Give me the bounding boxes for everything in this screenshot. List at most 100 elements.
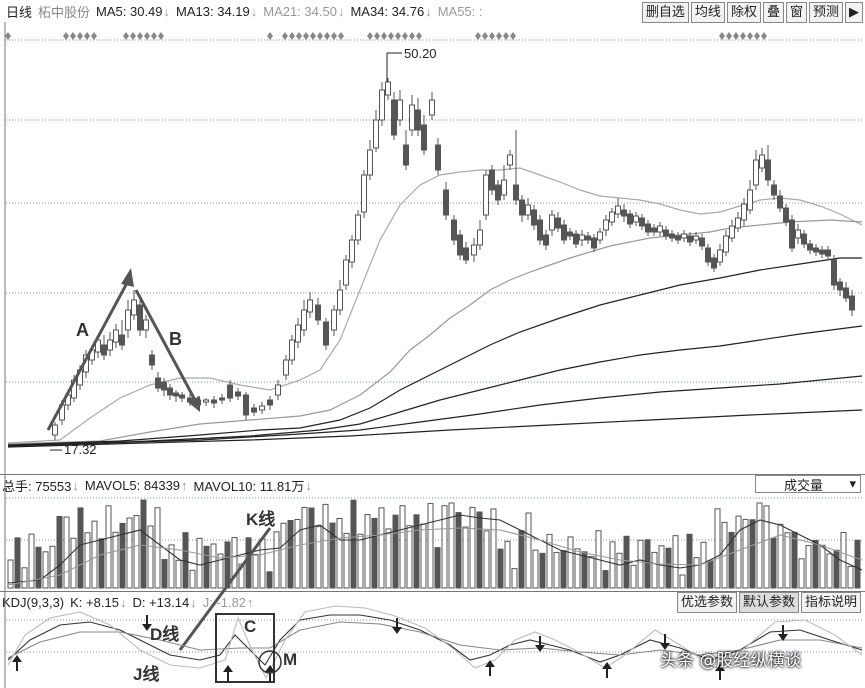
volume-bar: [420, 523, 427, 589]
volume-bar: [406, 525, 413, 589]
volume-bar: [854, 539, 861, 589]
volume-bar: [518, 530, 525, 589]
volume-bar: [266, 571, 273, 589]
volume-bar: [833, 549, 840, 589]
diamond-marker: [726, 32, 732, 40]
candle: [52, 422, 58, 440]
diamond-marker: [489, 32, 495, 40]
candle-body: [537, 219, 543, 241]
diamond-marker: [338, 32, 344, 40]
candle-body: [717, 249, 723, 263]
volume-bar: [434, 547, 441, 589]
window-button[interactable]: 窗: [785, 2, 807, 23]
candle-body: [125, 309, 131, 331]
volume-bar: [539, 552, 546, 589]
candle: [167, 384, 173, 400]
volume-bar: [770, 537, 777, 589]
volume-bar: [700, 541, 707, 589]
volume-bar: [133, 515, 140, 589]
k-line-pointer: [178, 527, 272, 651]
delete-watchlist-button[interactable]: 删自选: [641, 2, 689, 23]
mavol5-value: MAVOL5: 84339: [84, 477, 181, 493]
candle-body: [349, 239, 355, 263]
candle-body: [243, 394, 249, 416]
default-params-button[interactable]: 默认参数: [738, 592, 799, 613]
diamond-marker: [310, 32, 316, 40]
optimize-params-button[interactable]: 优选参数: [676, 592, 737, 613]
ma-line-button[interactable]: 均线: [690, 2, 725, 23]
candle: [549, 210, 555, 236]
volume-bar: [728, 531, 735, 589]
indicator-select[interactable]: 成交量 ▾: [755, 475, 861, 494]
m-label: M: [283, 650, 297, 669]
candle-body: [801, 233, 807, 245]
candle-body: [567, 231, 573, 237]
volume-bar: [91, 520, 98, 589]
candle: [705, 244, 711, 266]
kdj-k-value: K: +8.15: [70, 594, 119, 610]
volume-bar: [476, 511, 483, 589]
candle-body: [429, 99, 435, 116]
ex-rights-button[interactable]: 除权: [726, 2, 761, 23]
candle: [753, 150, 759, 190]
candle-body: [765, 159, 771, 181]
arrow-icon: [142, 615, 152, 631]
candle-body: [705, 247, 711, 263]
forecast-button[interactable]: 预测: [808, 2, 843, 23]
indicator-help-button[interactable]: 指标说明: [800, 592, 861, 613]
candle: [663, 226, 669, 240]
volume-bar: [147, 525, 154, 589]
overlay-button[interactable]: 叠: [762, 2, 784, 23]
candle-body: [669, 233, 675, 239]
volume-bar: [602, 570, 609, 589]
arrow-head: [265, 665, 275, 672]
volume-bar: [21, 567, 28, 589]
diamond-marker: [289, 32, 295, 40]
volume-bar: [819, 544, 826, 589]
candle-body: [251, 407, 257, 413]
candle-body: [795, 229, 801, 239]
volume-bar: [70, 537, 77, 589]
arrow-head: [715, 664, 725, 671]
play-icon[interactable]: ▶: [845, 2, 863, 23]
high-price-label: 50.20: [404, 46, 437, 61]
candle-body: [729, 225, 735, 239]
volume-bar: [189, 569, 196, 589]
candle: [621, 204, 627, 222]
diamond-marker: [130, 32, 136, 40]
candle-body: [585, 235, 591, 241]
diamond-marker: [496, 32, 502, 40]
volume-bar: [679, 574, 686, 589]
volume-bar: [490, 508, 497, 589]
arrow-head: [535, 645, 545, 652]
candle: [735, 212, 741, 232]
candle-body: [555, 217, 561, 229]
volume-bar: [56, 515, 63, 589]
candle-body: [295, 324, 301, 343]
candle-body: [307, 299, 313, 313]
candle: [315, 298, 321, 325]
candle-body: [771, 184, 777, 196]
candle-body: [149, 354, 155, 366]
volume-bar: [245, 537, 252, 589]
period-label: 日线: [6, 4, 33, 20]
volume-bar: [399, 505, 406, 589]
candle: [429, 92, 435, 120]
label-a: A: [76, 320, 89, 340]
candle: [283, 355, 289, 380]
kdj-j-line: [7, 605, 863, 680]
candle: [819, 246, 825, 258]
candle-body: [645, 223, 651, 233]
candle: [203, 398, 209, 406]
ma5-value: MA5: 30.49: [96, 3, 163, 19]
candle-body: [409, 104, 415, 131]
candle: [463, 242, 469, 264]
volume-bar: [532, 549, 539, 589]
volume-bar: [217, 553, 224, 589]
volume-bar: [252, 553, 259, 589]
candle-body: [143, 319, 149, 331]
candle: [307, 292, 313, 318]
candle: [627, 210, 633, 228]
candle-body: [825, 249, 831, 257]
candle: [409, 95, 415, 136]
